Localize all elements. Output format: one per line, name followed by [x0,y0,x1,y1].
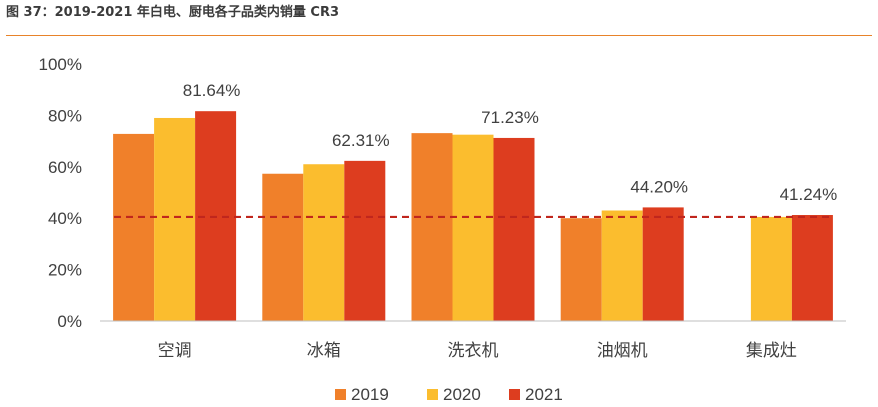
y-tick-label: 40% [48,209,82,228]
x-category-label: 集成灶 [746,341,797,361]
legend-swatch [509,389,520,400]
legend-label: 2019 [351,385,389,404]
y-tick-label: 0% [57,312,82,331]
y-tick-label: 20% [48,261,82,280]
bar-2020 [452,134,494,321]
legend-swatch [335,389,346,400]
y-tick-label: 80% [48,106,82,125]
data-label: 44.20% [630,177,688,196]
bar-2021 [493,137,535,321]
y-tick-label: 100% [39,55,82,74]
data-label: 62.31% [332,131,390,150]
x-category-label: 洗衣机 [448,341,499,361]
bar-2019 [560,218,602,321]
legend-swatch [427,389,438,400]
data-label: 71.23% [481,108,539,127]
bar-2021 [642,207,684,321]
legend-label: 2020 [443,385,481,404]
x-category-label: 空调 [158,341,192,361]
data-label: 81.64% [183,81,241,100]
x-category-label: 油烟机 [597,341,648,361]
bar-2019 [411,133,453,321]
chart-title: 图 37：2019-2021 年白电、厨电各子品类内销量 CR3 [6,5,340,20]
bar-2020 [750,216,792,321]
bar-2021 [344,160,386,321]
title-divider [6,35,872,36]
legend-label: 2021 [525,385,563,404]
bar-2019 [262,173,304,321]
bar-2019 [113,133,155,321]
bar-2020 [303,164,345,321]
bar-2021 [791,215,833,321]
bar-2020 [601,210,643,321]
y-tick-label: 60% [48,158,82,177]
data-label: 41.24% [780,185,838,204]
bar-2020 [154,117,196,321]
x-category-label: 冰箱 [307,341,341,361]
